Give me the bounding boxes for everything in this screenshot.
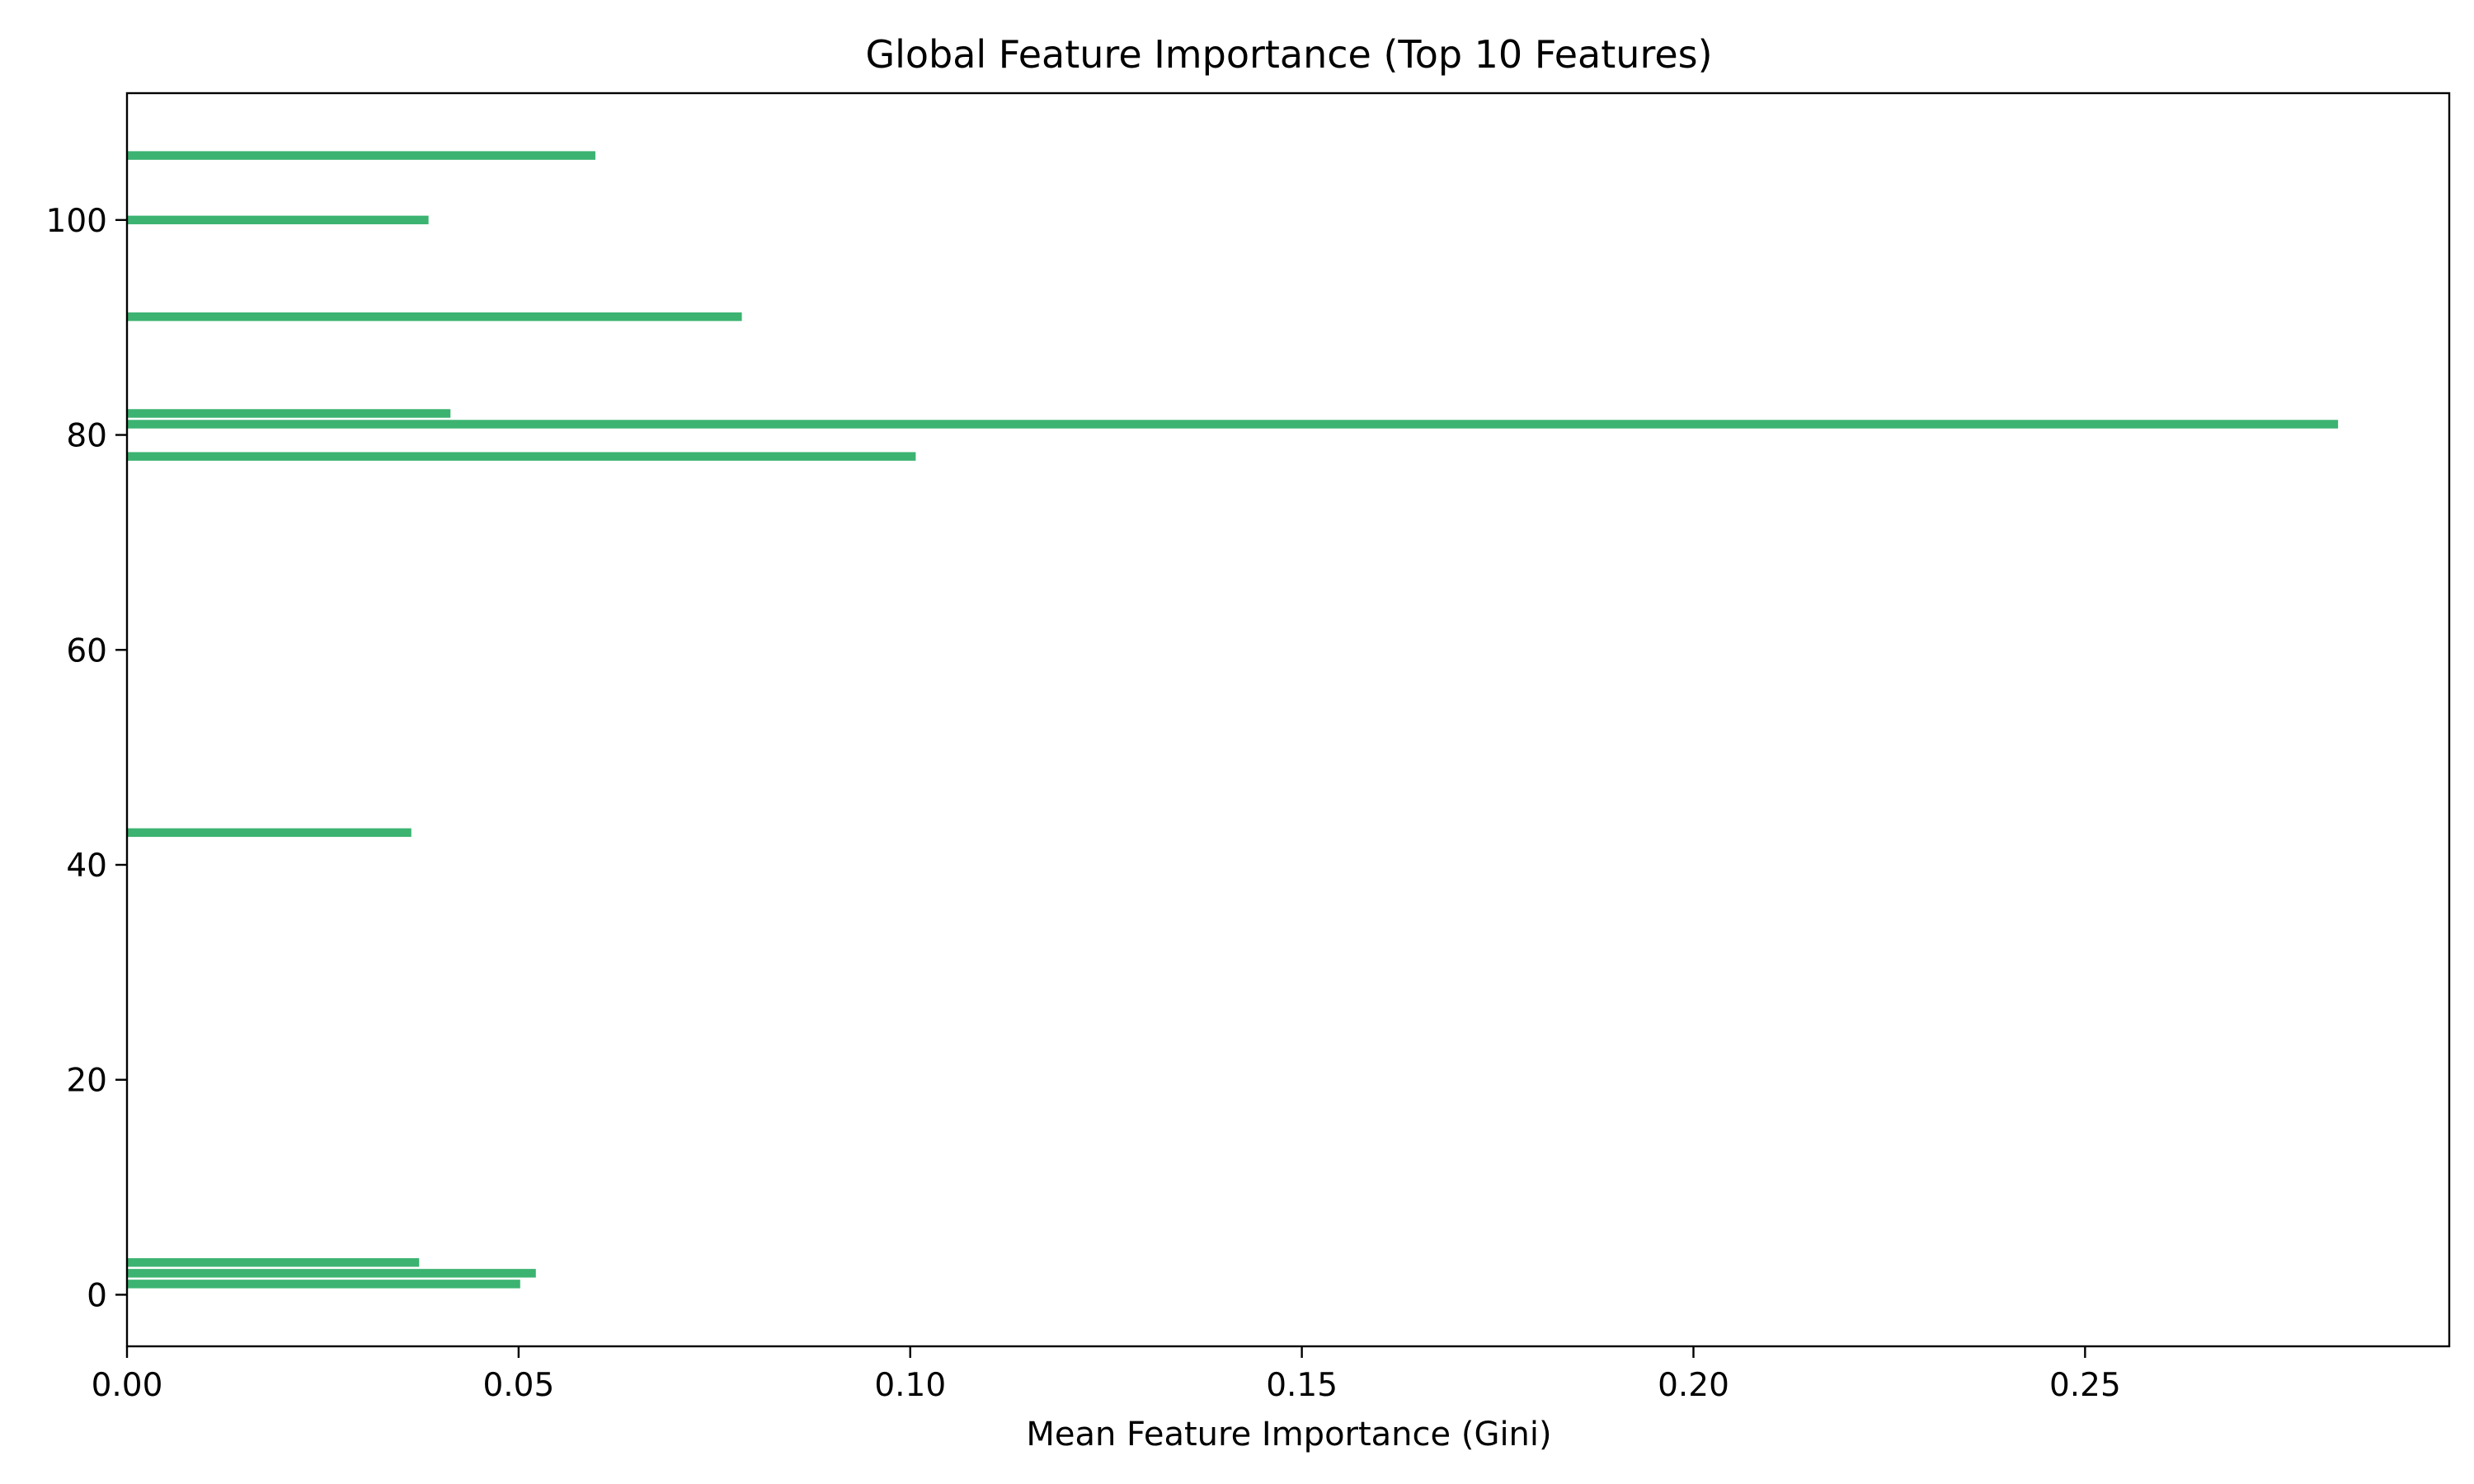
bar-feature-1: [127, 1280, 520, 1289]
chart-title: Global Feature Importance (Top 10 Featur…: [865, 32, 1712, 77]
x-tick-label: 0.20: [1658, 1367, 1729, 1404]
bar-feature-43: [127, 828, 412, 838]
plot-area-frame: [125, 92, 2451, 1348]
y-tick-label: 20: [66, 1063, 107, 1100]
y-tick-label: 60: [66, 632, 107, 669]
y-axis-ticks: 0 20 40 60 80 100: [46, 203, 127, 1314]
y-tick-label: 0: [87, 1277, 107, 1314]
x-axis-label: Mean Feature Importance (Gini): [1026, 1416, 1551, 1453]
bars-layer: [127, 151, 2339, 1289]
x-tick-label: 0.25: [2049, 1367, 2121, 1404]
x-tick-label: 0.10: [874, 1367, 946, 1404]
x-tick-label: 0.15: [1266, 1367, 1338, 1404]
y-tick-label: 80: [66, 418, 107, 455]
bar-feature-78: [127, 452, 916, 461]
x-tick-label: 0.05: [482, 1367, 554, 1404]
bar-feature-81: [127, 420, 2339, 429]
x-axis-ticks: 0.00 0.05 0.10 0.15 0.20 0.25: [92, 1346, 2121, 1404]
y-tick-label: 100: [46, 203, 107, 240]
y-tick-label: 40: [66, 848, 107, 885]
bar-feature-100: [127, 215, 429, 225]
bar-feature-3: [127, 1258, 420, 1267]
bar-feature-106: [127, 151, 595, 160]
bar-feature-82: [127, 409, 451, 418]
bar-feature-2: [127, 1269, 536, 1278]
bar-feature-91: [127, 312, 742, 322]
x-tick-label: 0.00: [92, 1367, 163, 1404]
